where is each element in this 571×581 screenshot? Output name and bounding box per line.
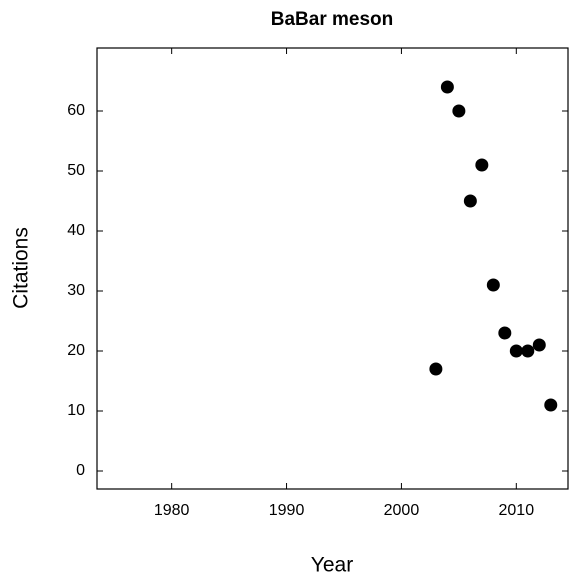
point xyxy=(532,338,546,352)
y-tick-label: 0 xyxy=(76,462,85,479)
point xyxy=(452,104,466,118)
x-axis-label: Year xyxy=(311,554,353,577)
y-axis-label: Citations xyxy=(10,227,33,309)
y-tick-label: 10 xyxy=(67,402,85,419)
y-tick-label: 50 xyxy=(67,162,85,179)
y-tick-label: 20 xyxy=(67,342,85,359)
y-tick-label: 30 xyxy=(67,282,85,299)
point xyxy=(440,80,454,94)
x-tick-label: 1990 xyxy=(269,502,305,519)
y-tick-label: 40 xyxy=(67,222,85,239)
point xyxy=(486,278,500,292)
point xyxy=(544,398,558,412)
x-tick-label: 2010 xyxy=(499,502,535,519)
point xyxy=(498,326,512,340)
point xyxy=(463,194,477,208)
point xyxy=(429,362,443,376)
point xyxy=(521,344,535,358)
point xyxy=(475,158,489,172)
y-tick-label: 60 xyxy=(67,102,85,119)
chart-title: BaBar meson xyxy=(271,9,394,30)
plot-frame xyxy=(96,47,569,490)
x-tick-label: 2000 xyxy=(384,502,420,519)
point xyxy=(509,344,523,358)
x-tick-label: 1980 xyxy=(154,502,190,519)
